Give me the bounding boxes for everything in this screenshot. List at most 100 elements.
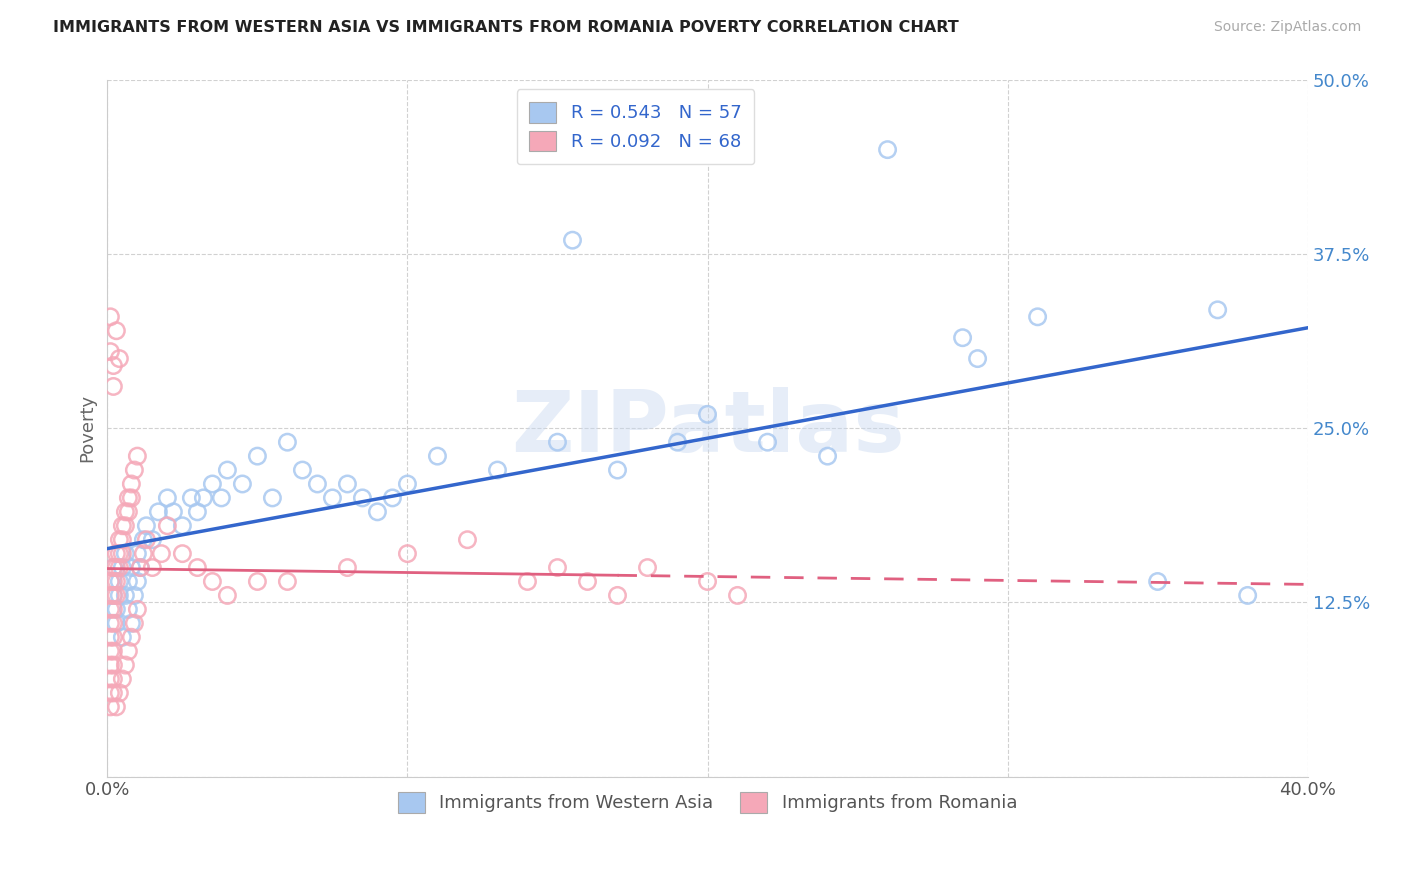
Text: Source: ZipAtlas.com: Source: ZipAtlas.com xyxy=(1213,20,1361,34)
Point xyxy=(103,644,125,658)
Point xyxy=(105,324,128,338)
Point xyxy=(547,435,569,450)
Point xyxy=(111,630,134,644)
Point xyxy=(180,491,202,505)
Point xyxy=(111,518,134,533)
Point xyxy=(108,547,131,561)
Point xyxy=(135,518,157,533)
Point xyxy=(100,574,122,589)
Point xyxy=(108,589,131,603)
Point xyxy=(727,589,749,603)
Point xyxy=(1206,302,1229,317)
Point xyxy=(120,560,142,574)
Point xyxy=(193,491,215,505)
Point xyxy=(105,547,128,561)
Point xyxy=(103,589,125,603)
Point xyxy=(606,463,628,477)
Point xyxy=(105,574,128,589)
Point xyxy=(114,505,136,519)
Point xyxy=(108,560,131,574)
Point xyxy=(132,547,155,561)
Point xyxy=(561,233,583,247)
Point xyxy=(756,435,779,450)
Point xyxy=(952,331,974,345)
Point xyxy=(696,407,718,421)
Y-axis label: Poverty: Poverty xyxy=(79,394,96,462)
Point xyxy=(276,574,298,589)
Point xyxy=(100,574,122,589)
Point xyxy=(114,589,136,603)
Point xyxy=(456,533,478,547)
Point xyxy=(117,574,139,589)
Point xyxy=(117,644,139,658)
Point xyxy=(366,505,388,519)
Point xyxy=(100,344,122,359)
Point xyxy=(156,491,179,505)
Point xyxy=(100,658,122,673)
Point xyxy=(120,616,142,631)
Point xyxy=(127,602,149,616)
Point xyxy=(162,505,184,519)
Point xyxy=(124,589,146,603)
Point xyxy=(217,589,239,603)
Point xyxy=(108,533,131,547)
Point xyxy=(336,477,359,491)
Point xyxy=(111,547,134,561)
Point xyxy=(117,491,139,505)
Point xyxy=(103,589,125,603)
Point xyxy=(111,672,134,686)
Point xyxy=(262,491,284,505)
Point xyxy=(148,505,170,519)
Point xyxy=(117,602,139,616)
Point xyxy=(201,477,224,491)
Point xyxy=(1236,589,1258,603)
Point xyxy=(103,379,125,393)
Point xyxy=(156,518,179,533)
Point xyxy=(1026,310,1049,324)
Point xyxy=(114,518,136,533)
Point xyxy=(111,533,134,547)
Point xyxy=(396,477,419,491)
Point xyxy=(516,574,538,589)
Point xyxy=(637,560,659,574)
Point xyxy=(135,533,157,547)
Point xyxy=(100,686,122,700)
Point xyxy=(141,533,163,547)
Point xyxy=(396,547,419,561)
Point xyxy=(201,574,224,589)
Point xyxy=(124,616,146,631)
Point xyxy=(606,589,628,603)
Point xyxy=(966,351,988,366)
Point xyxy=(231,477,253,491)
Point xyxy=(1146,574,1168,589)
Point xyxy=(103,658,125,673)
Point xyxy=(117,505,139,519)
Point xyxy=(150,547,173,561)
Point xyxy=(100,589,122,603)
Point xyxy=(209,491,232,505)
Point xyxy=(105,616,128,631)
Point xyxy=(129,560,152,574)
Point xyxy=(100,699,122,714)
Point xyxy=(114,658,136,673)
Point xyxy=(100,616,122,631)
Point xyxy=(817,449,839,463)
Point xyxy=(103,602,125,616)
Point xyxy=(576,574,599,589)
Point xyxy=(486,463,509,477)
Point xyxy=(696,574,718,589)
Point xyxy=(114,547,136,561)
Point xyxy=(127,449,149,463)
Point xyxy=(100,602,122,616)
Point xyxy=(246,449,269,463)
Point xyxy=(307,477,329,491)
Point xyxy=(103,359,125,373)
Point xyxy=(291,463,314,477)
Point xyxy=(124,463,146,477)
Point xyxy=(100,630,122,644)
Point xyxy=(246,574,269,589)
Point xyxy=(129,560,152,574)
Point xyxy=(547,560,569,574)
Point xyxy=(105,560,128,574)
Point xyxy=(120,491,142,505)
